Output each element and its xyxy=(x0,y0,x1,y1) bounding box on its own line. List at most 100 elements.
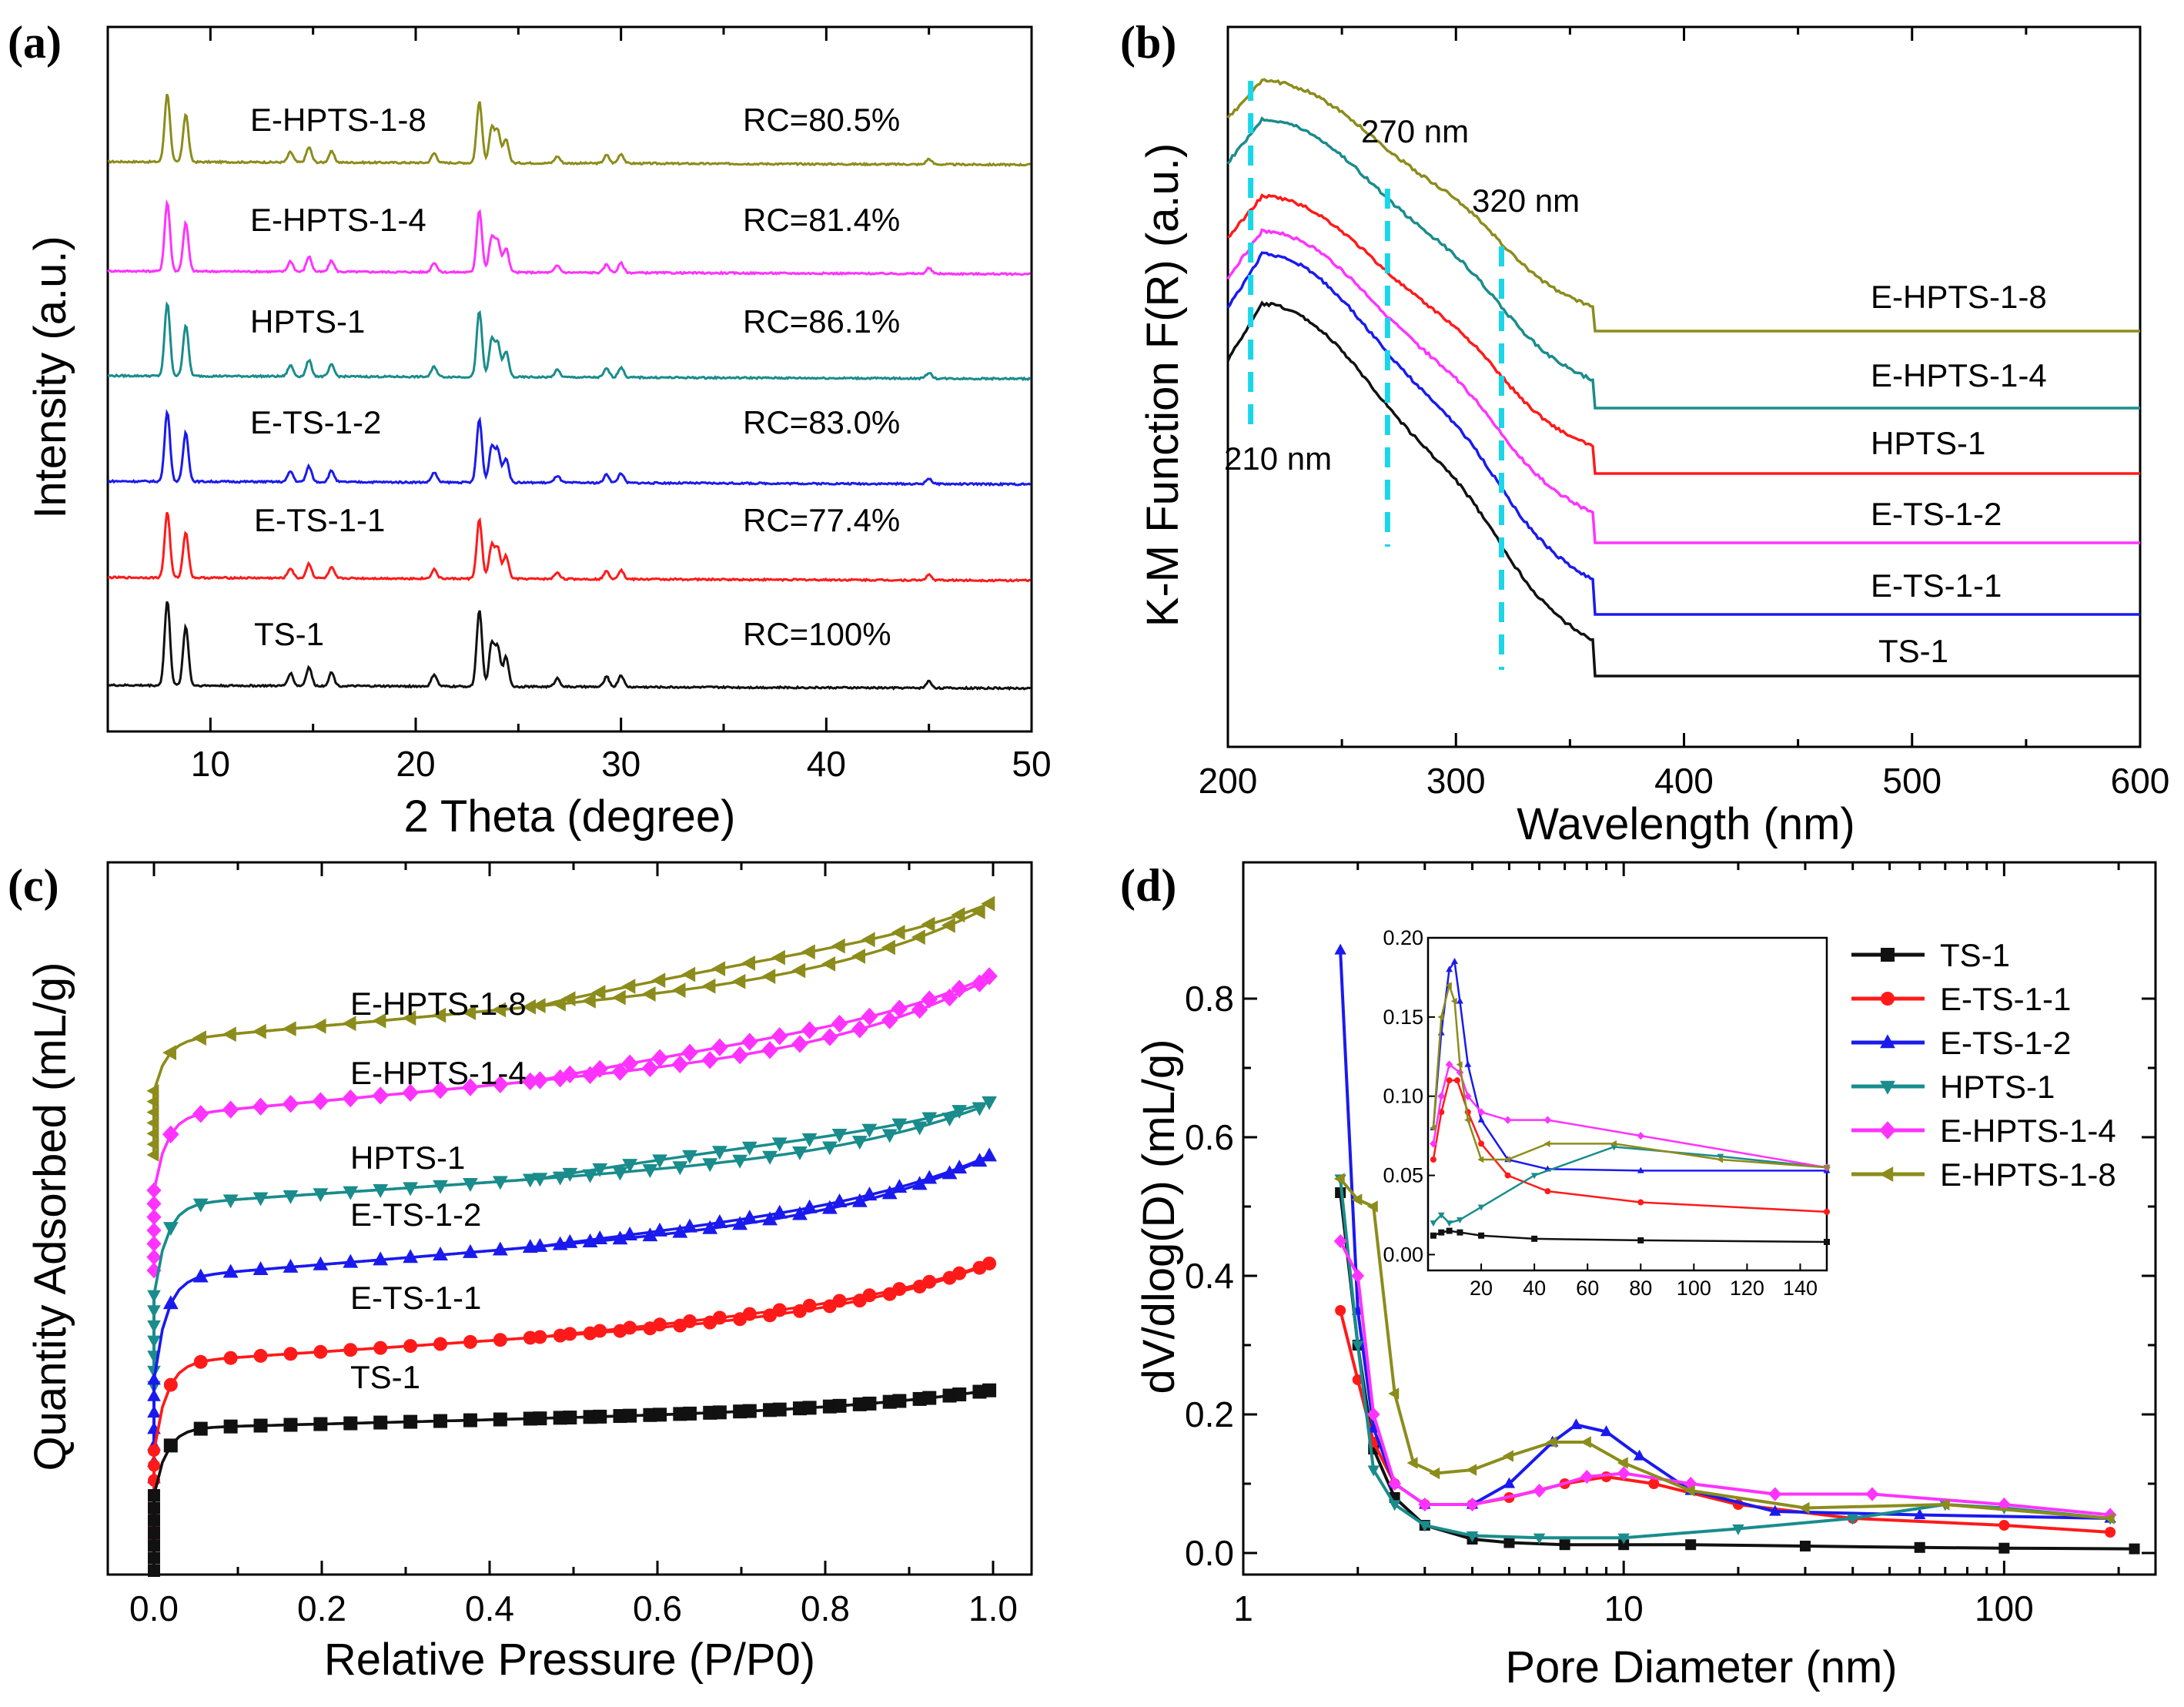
panel-c-point xyxy=(146,1235,162,1252)
panel-c-point xyxy=(711,961,726,977)
panel-c-point xyxy=(463,1243,478,1258)
panel-c-point xyxy=(981,967,998,986)
panel-d-point xyxy=(1570,1418,1583,1430)
panel-b-trace-hpts-1 xyxy=(1227,193,2140,475)
panel-c-point xyxy=(921,1112,938,1126)
panel-c-point xyxy=(552,1171,568,1186)
panel-d-inset-point xyxy=(1477,1156,1484,1163)
panel-c-point xyxy=(163,1377,178,1392)
panel-c-point xyxy=(283,1258,299,1273)
panel-b-x-ticks: 200 300 400 500 600 xyxy=(1199,27,2169,801)
panel-c-point xyxy=(432,1081,449,1100)
panel-c-point xyxy=(372,1086,389,1105)
panel-b-series: E-HPTS-1-8 E-HPTS-1-4 HPTS-1 E-TS-1-2 E-TS-1… xyxy=(1226,78,2140,678)
panel-d-inset-point xyxy=(1430,1232,1436,1239)
panel-d-inset-point xyxy=(1503,1116,1512,1124)
panel-c-point xyxy=(313,1417,328,1431)
panel-c-point xyxy=(146,1084,159,1098)
panel-c-point xyxy=(146,1195,162,1212)
panel-d-inset-point xyxy=(1478,1232,1485,1239)
panel-c-point xyxy=(771,1204,788,1219)
panel-d-inset-point xyxy=(1456,1061,1463,1068)
panel-c-point xyxy=(861,932,875,948)
panel-b-series-label: E-TS-1-2 xyxy=(1871,496,2002,532)
panel-c-point xyxy=(531,998,546,1013)
panel-c-point xyxy=(702,1158,718,1173)
panel-d-legend-marker xyxy=(1881,992,1895,1006)
panel-d-legend-marker xyxy=(1879,1166,1894,1182)
panel-d-y-title: dV/dlog(D) (mL/g) xyxy=(1134,1039,1184,1394)
panel-c-point xyxy=(253,1261,269,1276)
panel-d-point xyxy=(1366,1407,1380,1422)
panel-c-point xyxy=(592,1230,608,1245)
panel-d-inset-point xyxy=(1823,1163,1830,1171)
panel-c-point xyxy=(982,1147,997,1162)
panel-d-x-tick-label: 1 xyxy=(1233,1588,1253,1628)
panel-d-inset-point xyxy=(1446,1077,1453,1084)
panel-c-point xyxy=(851,1193,868,1207)
panel-c-point xyxy=(861,1123,878,1138)
panel-c-point xyxy=(148,1501,160,1515)
panel-c-point xyxy=(952,1387,967,1402)
panel-c: (c) 0.0 0.2 0.4 0.6 0.8 1.0 E-HPTS-1-8E-HPTS-… xyxy=(8,860,1033,1685)
panel-d-point xyxy=(1768,1487,1782,1501)
panel-d-inset-point xyxy=(1824,1208,1830,1215)
panel-d-inset-point xyxy=(1451,958,1458,965)
panel-c-point xyxy=(671,1055,689,1073)
panel-b-trace-e-ts-1-1 xyxy=(1226,251,2140,616)
panel-c-point xyxy=(951,979,968,998)
panel-b-series-label: E-TS-1-1 xyxy=(1871,567,2002,604)
panel-d-point xyxy=(1503,1477,1516,1488)
panel-c-point xyxy=(223,1351,238,1365)
panel-d-point xyxy=(1388,1387,1400,1400)
panel-c-point xyxy=(562,1233,578,1248)
panel-d-inset-point xyxy=(1637,1131,1645,1140)
panel-a-series-label: TS-1 xyxy=(254,616,324,652)
panel-c-point xyxy=(551,996,566,1012)
panel-d-point xyxy=(1333,1233,1347,1249)
panel-d-point xyxy=(1617,1457,1628,1469)
panel-c-point xyxy=(433,1180,448,1194)
panel-d-point xyxy=(1998,1520,2010,1531)
panel-c-x-tick-label: 1.0 xyxy=(968,1588,1018,1628)
panel-c-point xyxy=(652,1222,667,1237)
panel-c-point xyxy=(621,1054,638,1073)
panel-d-inset-x-tick-label: 100 xyxy=(1677,1277,1711,1300)
panel-d-inset-point xyxy=(1464,1060,1472,1067)
panel-a-rc-label: RC=81.4% xyxy=(743,202,900,238)
panel-d-point xyxy=(1388,1500,1401,1511)
panel-c-x-tick-label: 0.4 xyxy=(465,1588,514,1628)
panel-d-y-tick-label: 0.6 xyxy=(1185,1117,1234,1157)
panel-d-x-tick-label: 100 xyxy=(1975,1588,2034,1628)
panel-d-x-tick-label: 10 xyxy=(1604,1588,1644,1628)
panel-c-point xyxy=(772,1402,787,1417)
panel-d-inset-y-tick-label: 0.15 xyxy=(1383,1006,1423,1029)
panel-d-ticks: 1 10 100 0.0 0.2 0.4 0.6 0.8 xyxy=(1185,862,2156,1628)
panel-d-inset: 20 40 60 80 100 120 140 0.00 0.05 0.10 0.15 0.20 xyxy=(1383,926,1831,1300)
panel-c-point xyxy=(581,992,596,1009)
panel-c-point xyxy=(622,1227,638,1241)
panel-c-point xyxy=(851,1020,868,1039)
panel-a-series-label: HPTS-1 xyxy=(250,303,365,340)
panel-c-point xyxy=(521,1072,539,1091)
panel-d-inset-line-e-hpts-1-4 xyxy=(1432,1063,1828,1169)
panel-c-point xyxy=(148,1459,160,1472)
panel-c-y-title: Quantity Adsorbed (mL/g) xyxy=(25,962,75,1471)
panel-d-inset-point xyxy=(1464,1092,1472,1100)
panel-c-point xyxy=(851,949,865,964)
panel-d-legend-label: E-TS-1-2 xyxy=(1940,1025,2071,1061)
panel-d-inset-frame xyxy=(1426,936,1828,1272)
panel-c-point xyxy=(343,1343,358,1357)
panel-b-annotation-210: 210 nm xyxy=(1224,440,1332,477)
panel-c-point xyxy=(732,1216,748,1230)
panel-d-point xyxy=(1466,1497,1479,1512)
panel-a: (a) 10 20 30 40 50 E-HPTS-1-8 RC=80.5%E-HPTS-… xyxy=(8,17,1052,842)
panel-c-point xyxy=(147,1405,161,1418)
panel-d-inset-point xyxy=(1437,1212,1445,1219)
panel-c-point xyxy=(222,1026,236,1043)
panel-c-point xyxy=(732,1154,748,1169)
panel-c-point xyxy=(192,1268,209,1283)
panel-c-point xyxy=(222,1264,239,1278)
panel-d-inset-point xyxy=(1430,1124,1436,1132)
panel-c-point xyxy=(891,925,905,940)
